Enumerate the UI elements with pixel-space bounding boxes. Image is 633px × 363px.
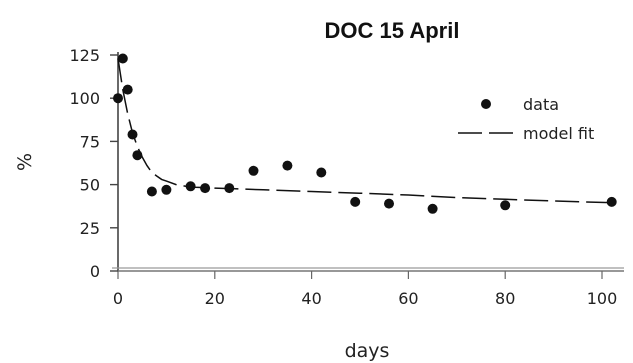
y-tick-label: 50 (80, 176, 100, 195)
legend-model-fit-label: model fit (523, 124, 594, 143)
x-tick-label: 80 (495, 289, 515, 308)
data-point (113, 93, 123, 104)
x-tick-label: 0 (113, 289, 123, 308)
data-point (132, 150, 143, 161)
y-axis-label: % (14, 153, 36, 171)
y-tick-label: 0 (90, 262, 100, 281)
y-tick-label: 125 (69, 46, 100, 65)
data-point (248, 165, 259, 176)
x-tick-label: 20 (205, 289, 225, 308)
data-point (161, 184, 172, 195)
data-point (384, 198, 394, 209)
data-point (122, 84, 133, 95)
data-point (224, 183, 235, 194)
data-point (146, 186, 157, 197)
x-tick-label: 60 (398, 289, 418, 308)
data-point (606, 196, 617, 207)
data-point (316, 167, 327, 178)
data-point (200, 183, 211, 194)
model-fit-line (117, 58, 612, 204)
data-point (127, 129, 138, 140)
legend-data-marker (481, 99, 491, 109)
x-tick-label: 40 (301, 289, 321, 308)
y-ticks: 0 25 50 75 100 125 (69, 46, 118, 281)
data-point (117, 53, 128, 64)
data-points (113, 53, 617, 214)
x-tick-label: 100 (587, 289, 618, 308)
data-point (185, 181, 196, 192)
data-point (500, 200, 511, 211)
x-axis-label: days (345, 340, 390, 362)
x-ticks: 0 20 40 60 80 100 (113, 271, 617, 308)
chart-title: DOC 15 April (325, 18, 460, 43)
data-point (427, 203, 438, 214)
plot-area: 0 20 40 60 80 100 0 25 50 75 100 125 (69, 46, 624, 308)
legend-data-label: data (523, 95, 559, 114)
legend: data model fit (458, 95, 594, 143)
y-tick-label: 75 (80, 132, 100, 151)
data-point (350, 196, 361, 207)
data-point (282, 160, 293, 171)
y-tick-label: 100 (69, 89, 100, 108)
y-tick-label: 25 (80, 219, 100, 238)
